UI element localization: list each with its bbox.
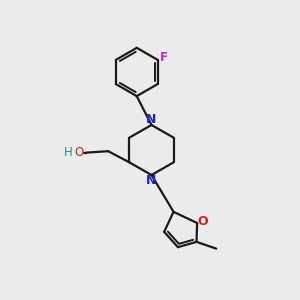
Text: N: N [146, 174, 157, 187]
Text: N: N [146, 113, 157, 126]
Text: O: O [197, 215, 208, 228]
Text: F: F [160, 51, 168, 64]
Text: O: O [74, 146, 84, 159]
Text: H: H [64, 146, 72, 159]
